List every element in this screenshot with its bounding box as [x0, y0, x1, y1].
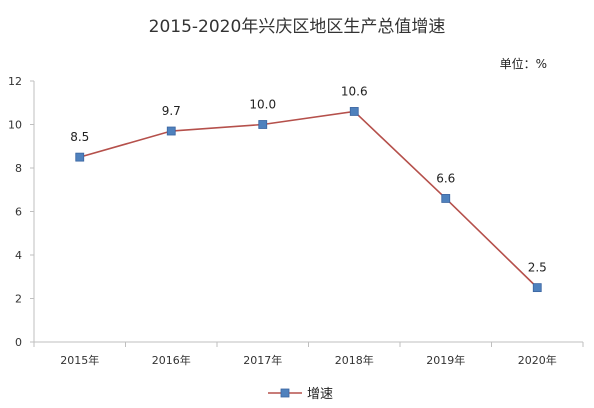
legend-marker-swatch: [280, 388, 290, 398]
x-tick-label: 2016年: [152, 353, 191, 367]
axes: [33, 81, 583, 343]
x-tick-label: 2020年: [518, 353, 557, 367]
x-tick-label: 2017年: [243, 353, 282, 367]
chart-title: 2015-2020年兴庆区地区生产总值增速: [149, 17, 446, 37]
data-point: [532, 283, 542, 293]
data-point: [166, 126, 176, 136]
y-axis-ticks: 0 2 4 6 8 10 12: [8, 75, 34, 349]
y-tick-label: 6: [15, 206, 22, 219]
data-label: 9.7: [162, 104, 181, 118]
x-axis-ticks: 2015年 2016年 2017年 2018年 2019年 2020年: [33, 342, 584, 367]
y-tick-label: 0: [15, 336, 22, 349]
x-tick-label: 2019年: [426, 353, 465, 367]
y-tick-label: 8: [15, 162, 22, 175]
legend: 增速: [268, 387, 333, 402]
y-tick-label: 10: [8, 119, 22, 132]
data-point: [75, 152, 85, 162]
data-label: 10.6: [341, 84, 368, 98]
unit-label: 单位：%: [500, 56, 547, 71]
data-labels: 8.5 9.7 10.0 10.6 6.6 2.5: [70, 84, 547, 274]
y-tick-label: 2: [15, 293, 22, 306]
data-point: [258, 120, 268, 129]
y-tick-label: 12: [8, 75, 22, 88]
data-point: [349, 107, 359, 116]
data-label: 8.5: [70, 130, 89, 144]
legend-label: 增速: [307, 387, 333, 402]
data-label: 2.5: [528, 261, 547, 275]
data-label: 6.6: [436, 171, 455, 185]
series-line: [79, 110, 538, 289]
data-label: 10.0: [249, 98, 276, 112]
data-point: [441, 194, 451, 203]
x-tick-label: 2015年: [60, 353, 99, 367]
series-growth: [75, 107, 542, 293]
x-tick-label: 2018年: [335, 353, 374, 367]
y-tick-label: 4: [15, 249, 22, 262]
